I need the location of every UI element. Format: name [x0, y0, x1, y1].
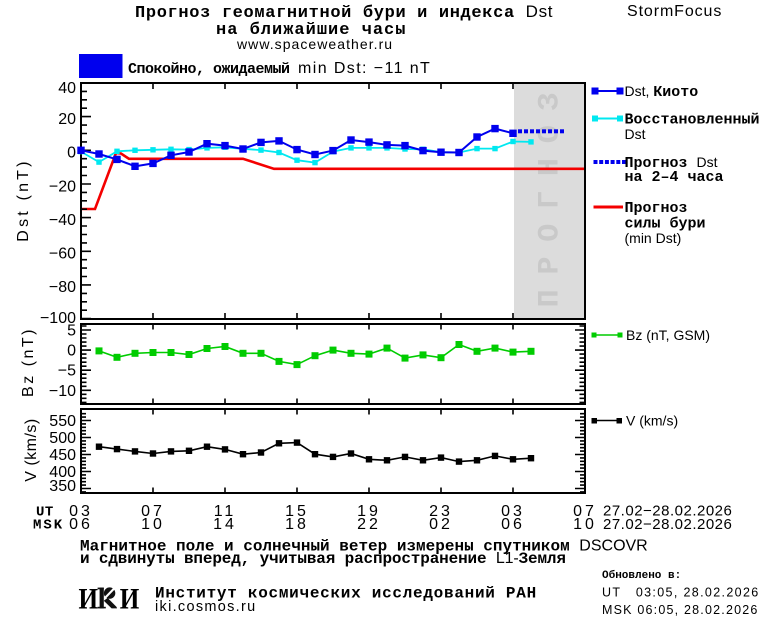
svg-text:Bz (nT): Bz (nT) [20, 327, 37, 397]
svg-text:StormFocus: StormFocus [627, 3, 722, 20]
svg-text:Прогноз Dst: Прогноз Dst [625, 154, 718, 172]
svg-text:Институт космических исследова: Институт космических исследований РАН [155, 585, 537, 603]
svg-text:MSK 06:05, 28.02.2026: MSK 06:05, 28.02.2026 [602, 603, 759, 617]
svg-text:Dst: Dst [625, 126, 646, 142]
svg-text:Dst, Киото: Dst, Киото [625, 83, 699, 101]
svg-text:500: 500 [49, 430, 76, 447]
svg-text:22: 22 [357, 516, 381, 533]
svg-text:на 2–4 часа: на 2–4 часа [625, 169, 724, 186]
svg-text:14: 14 [213, 516, 237, 533]
svg-text:Восстановленный: Восстановленный [625, 112, 760, 129]
svg-text:10: 10 [141, 516, 165, 533]
svg-text:400: 400 [49, 464, 76, 481]
svg-text:19: 19 [357, 503, 381, 520]
svg-text:−80: −80 [49, 279, 76, 296]
svg-text:И: И [120, 583, 140, 616]
svg-text:350: 350 [49, 478, 76, 495]
svg-text:−5: −5 [58, 363, 76, 380]
svg-text:02: 02 [429, 516, 453, 533]
svg-text:03: 03 [69, 503, 93, 520]
svg-text:15: 15 [285, 503, 309, 520]
svg-text:Магнитное поле и солнечный вет: Магнитное поле и солнечный ветер измерен… [80, 538, 648, 556]
svg-text:Спокойно, ожидаемый min Dst: −: Спокойно, ожидаемый min Dst: −11 nT [128, 60, 431, 78]
svg-text:Прогноз геомагнитной бури и ин: Прогноз геомагнитной бури и индекса Dst [135, 2, 553, 23]
svg-text:на ближайшие часы: на ближайшие часы [216, 21, 406, 40]
svg-text:iki.cosmos.ru: iki.cosmos.ru [155, 599, 257, 615]
svg-text:−20: −20 [49, 178, 76, 195]
svg-text:11: 11 [214, 503, 237, 520]
svg-text:27.02−28.02.2026: 27.02−28.02.2026 [603, 516, 732, 533]
svg-text:−60: −60 [49, 246, 76, 263]
svg-text:V (km/s): V (km/s) [23, 418, 40, 482]
svg-text:0: 0 [67, 145, 76, 162]
svg-text:и сдвинуты вперед, учитывая ра: и сдвинуты вперед, учитывая распростране… [80, 550, 566, 568]
svg-text:5: 5 [67, 323, 76, 340]
svg-text:03: 03 [501, 503, 525, 520]
svg-text:06: 06 [501, 516, 525, 533]
svg-text:Обновлено в:: Обновлено в: [602, 569, 681, 582]
svg-text:0: 0 [67, 343, 76, 360]
svg-text:40: 40 [58, 80, 76, 97]
svg-text:силы бури: силы бури [625, 216, 706, 233]
svg-text:Dst (nT): Dst (nT) [15, 158, 32, 241]
svg-text:www.spaceweather.ru: www.spaceweather.ru [236, 36, 393, 52]
svg-text:MSK: MSK [33, 518, 64, 534]
svg-text:20: 20 [58, 111, 76, 128]
svg-text:И: И [79, 583, 99, 616]
svg-text:27.02−28.02.2026: 27.02−28.02.2026 [603, 503, 732, 520]
svg-text:UT: UT [36, 505, 54, 521]
svg-text:Прогноз: Прогноз [625, 200, 688, 217]
svg-text:10: 10 [573, 516, 597, 533]
svg-text:450: 450 [49, 447, 76, 464]
svg-text:06: 06 [69, 516, 93, 533]
svg-text:18: 18 [285, 516, 309, 533]
svg-text:23: 23 [429, 503, 453, 520]
svg-text:−10: −10 [49, 383, 76, 400]
svg-text:(min Dst): (min Dst) [625, 230, 682, 246]
svg-text:−100: −100 [40, 310, 76, 327]
svg-text:Bz (nT, GSM): Bz (nT, GSM) [626, 327, 710, 343]
svg-text:UT 03:05, 28.02.2026: UT 03:05, 28.02.2026 [602, 586, 760, 600]
svg-text:550: 550 [49, 413, 76, 430]
svg-text:V (km/s): V (km/s) [626, 413, 678, 429]
svg-text:−40: −40 [49, 212, 76, 229]
svg-text:ПРОГНОЗ: ПРОГНОЗ [534, 78, 568, 308]
svg-text:07: 07 [141, 503, 165, 520]
svg-text:07: 07 [573, 503, 597, 520]
